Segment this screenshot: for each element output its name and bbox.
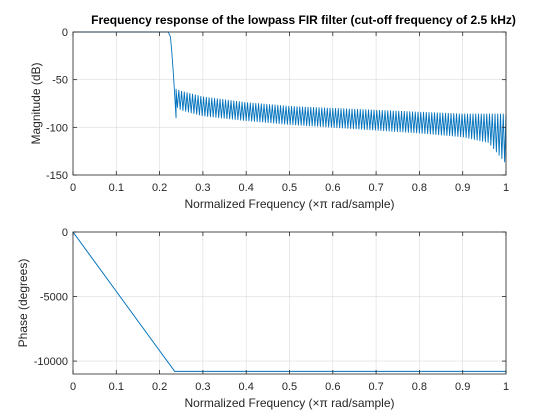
x-tick-label: 0.3 [195,182,210,194]
x-tick-label: 0.7 [368,381,383,393]
magnitude-series-line [73,31,507,163]
y-tick-label: 0 [62,227,68,239]
x-tick-label: 0.4 [239,381,254,393]
y-tick-label: -10000 [34,356,68,368]
x-tick-label: 0.5 [282,381,297,393]
x-tick-label: 0.9 [455,182,470,194]
magnitude-ticks: 0 0.1 0.2 0.3 0.4 0.5 0.6 0.7 0.8 0.9 1 0 -50 -100 -15… [46,27,509,194]
magnitude-curve [73,31,507,163]
phase-series-line [72,231,506,372]
x-tick-label: 1 [503,182,509,194]
phase-x-axis-label: Normalized Frequency (×π rad/sample) [184,396,394,410]
phase-curve [72,231,506,372]
x-tick-label: 0.1 [109,381,124,393]
x-tick-label: 0.5 [282,182,297,194]
magnitude-axes: 0 0.1 0.2 0.3 0.4 0.5 0.6 0.7 0.8 0.9 1 0 -50 -100 -15… [29,13,516,211]
x-tick-label: 0.2 [152,381,167,393]
x-tick-label: 0.4 [239,182,254,194]
x-tick-label: 0.6 [325,381,340,393]
x-tick-label: 0 [70,182,76,194]
x-tick-label: 0.8 [412,182,427,194]
x-tick-label: 0.2 [152,182,167,194]
x-tick-label: 0.8 [412,381,427,393]
phase-y-axis-label: Phase (degrees) [16,259,30,348]
x-tick-label: 0.6 [325,182,340,194]
x-tick-label: 1 [503,381,509,393]
phase-axes: 0 0.1 0.2 0.3 0.4 0.5 0.6 0.7 0.8 0.9 1 0 -5000 -1000… [16,227,509,410]
magnitude-y-axis-label: Magnitude (dB) [29,62,43,144]
x-tick-label: 0 [70,381,76,393]
chart-title: Frequency response of the lowpass FIR fi… [91,13,516,27]
x-tick-label: 0.3 [195,381,210,393]
y-tick-label: -150 [46,170,68,182]
y-tick-label: -5000 [40,292,68,304]
x-tick-label: 0.1 [109,182,124,194]
magnitude-x-axis-label: Normalized Frequency (×π rad/sample) [184,197,394,211]
y-tick-label: 0 [62,27,68,39]
x-tick-label: 0.7 [368,182,383,194]
y-tick-label: -100 [46,122,68,134]
phase-ticks: 0 0.1 0.2 0.3 0.4 0.5 0.6 0.7 0.8 0.9 1 0 -5000 -1000… [34,227,509,393]
y-tick-label: -50 [52,75,68,87]
x-tick-label: 0.9 [455,381,470,393]
